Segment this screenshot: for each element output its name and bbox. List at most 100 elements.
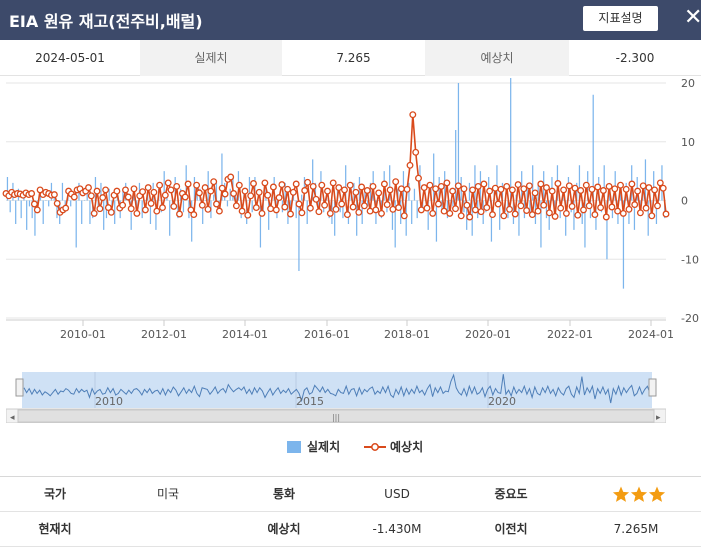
- forecast-point[interactable]: [329, 179, 337, 187]
- forecast-point[interactable]: [599, 187, 607, 194]
- forecast-point[interactable]: [241, 187, 249, 195]
- actual-bar[interactable]: [573, 200, 575, 230]
- forecast-point[interactable]: [358, 183, 366, 191]
- forecast-point[interactable]: [434, 200, 442, 208]
- actual-bar[interactable]: [83, 200, 86, 202]
- actual-bar[interactable]: [149, 200, 152, 225]
- forecast-point[interactable]: [619, 209, 627, 217]
- forecast-point[interactable]: [432, 185, 440, 193]
- forecast-point[interactable]: [443, 179, 451, 187]
- actual-bar[interactable]: [606, 200, 608, 260]
- legend-item-actual[interactable]: 실제치: [287, 438, 340, 455]
- actual-bar[interactable]: [42, 200, 44, 225]
- forecast-point[interactable]: [306, 204, 314, 212]
- actual-bar[interactable]: [578, 165, 581, 201]
- actual-bar[interactable]: [155, 200, 157, 230]
- actual-bar[interactable]: [89, 200, 91, 225]
- forecast-point[interactable]: [406, 161, 414, 169]
- actual-bar[interactable]: [6, 177, 9, 201]
- forecast-point[interactable]: [594, 183, 602, 191]
- actual-bar[interactable]: [182, 200, 185, 213]
- forecast-point[interactable]: [662, 210, 670, 218]
- forecast-point[interactable]: [167, 186, 175, 194]
- forecast-point[interactable]: [483, 204, 491, 212]
- forecast-point[interactable]: [289, 188, 297, 196]
- forecast-point[interactable]: [360, 202, 368, 210]
- forecast-point[interactable]: [150, 188, 158, 196]
- forecast-point[interactable]: [258, 209, 266, 217]
- actual-bar[interactable]: [633, 200, 636, 230]
- actual-bar[interactable]: [259, 200, 262, 248]
- forecast-point[interactable]: [355, 208, 363, 216]
- forecast-point[interactable]: [207, 187, 215, 195]
- forecast-point[interactable]: [571, 184, 579, 192]
- navigator-left-handle[interactable]: [15, 378, 24, 397]
- actual-bar[interactable]: [86, 188, 88, 201]
- forecast-point[interactable]: [28, 190, 36, 197]
- actual-bar[interactable]: [449, 200, 451, 202]
- actual-bar[interactable]: [100, 182, 102, 201]
- actual-bar[interactable]: [435, 200, 438, 242]
- actual-bar[interactable]: [334, 200, 336, 236]
- forecast-point[interactable]: [124, 193, 132, 201]
- forecast-point[interactable]: [50, 191, 58, 199]
- actual-bar[interactable]: [466, 200, 468, 230]
- forecast-point[interactable]: [568, 202, 576, 210]
- forecast-point[interactable]: [562, 209, 570, 217]
- actual-bar[interactable]: [290, 200, 292, 207]
- actual-bar[interactable]: [490, 200, 493, 242]
- actual-bar[interactable]: [540, 200, 542, 248]
- forecast-point[interactable]: [210, 178, 218, 186]
- forecast-point[interactable]: [122, 186, 129, 194]
- forecast-point[interactable]: [232, 202, 240, 210]
- forecast-point[interactable]: [147, 199, 155, 207]
- forecast-point[interactable]: [648, 212, 656, 220]
- forecast-point[interactable]: [605, 182, 613, 190]
- navigator-scrollbar-thumb[interactable]: [17, 409, 655, 423]
- forecast-point[interactable]: [440, 207, 448, 215]
- actual-bar[interactable]: [56, 200, 58, 219]
- forecast-point[interactable]: [534, 207, 542, 215]
- actual-bar[interactable]: [92, 200, 94, 219]
- forecast-point[interactable]: [96, 205, 104, 213]
- forecast-point[interactable]: [426, 181, 434, 189]
- forecast-point[interactable]: [190, 211, 198, 219]
- actual-bar[interactable]: [108, 188, 110, 201]
- actual-bar[interactable]: [295, 200, 297, 219]
- forecast-point[interactable]: [511, 210, 519, 218]
- forecast-point[interactable]: [591, 211, 599, 219]
- forecast-point[interactable]: [429, 209, 437, 217]
- forecast-point[interactable]: [352, 188, 360, 196]
- forecast-point[interactable]: [164, 179, 172, 187]
- forecast-point[interactable]: [486, 187, 494, 195]
- forecast-point[interactable]: [506, 205, 513, 213]
- actual-bar[interactable]: [204, 200, 207, 202]
- actual-bar[interactable]: [235, 194, 237, 201]
- forecast-point[interactable]: [113, 187, 121, 195]
- forecast-point[interactable]: [412, 148, 420, 156]
- actual-bar[interactable]: [433, 153, 435, 201]
- forecast-point[interactable]: [335, 184, 343, 192]
- forecast-point[interactable]: [261, 179, 269, 187]
- actual-bar[interactable]: [545, 200, 548, 219]
- forecast-point[interactable]: [238, 207, 246, 215]
- actual-bar[interactable]: [130, 200, 132, 230]
- actual-bar[interactable]: [452, 200, 454, 207]
- actual-bar[interactable]: [15, 200, 17, 225]
- forecast-point[interactable]: [636, 209, 644, 217]
- actual-bar[interactable]: [342, 200, 344, 219]
- forecast-point[interactable]: [275, 194, 283, 202]
- forecast-point[interactable]: [520, 185, 528, 193]
- forecast-point[interactable]: [326, 209, 334, 217]
- actual-bar[interactable]: [644, 159, 647, 201]
- actual-bar[interactable]: [468, 182, 471, 201]
- forecast-point[interactable]: [36, 186, 44, 194]
- forecast-point[interactable]: [585, 202, 593, 210]
- actual-bar[interactable]: [518, 200, 520, 236]
- actual-bar[interactable]: [441, 200, 443, 213]
- forecast-point[interactable]: [173, 182, 181, 190]
- forecast-point[interactable]: [611, 185, 619, 193]
- forecast-point[interactable]: [312, 195, 320, 203]
- forecast-point[interactable]: [437, 182, 445, 190]
- forecast-point[interactable]: [548, 187, 556, 195]
